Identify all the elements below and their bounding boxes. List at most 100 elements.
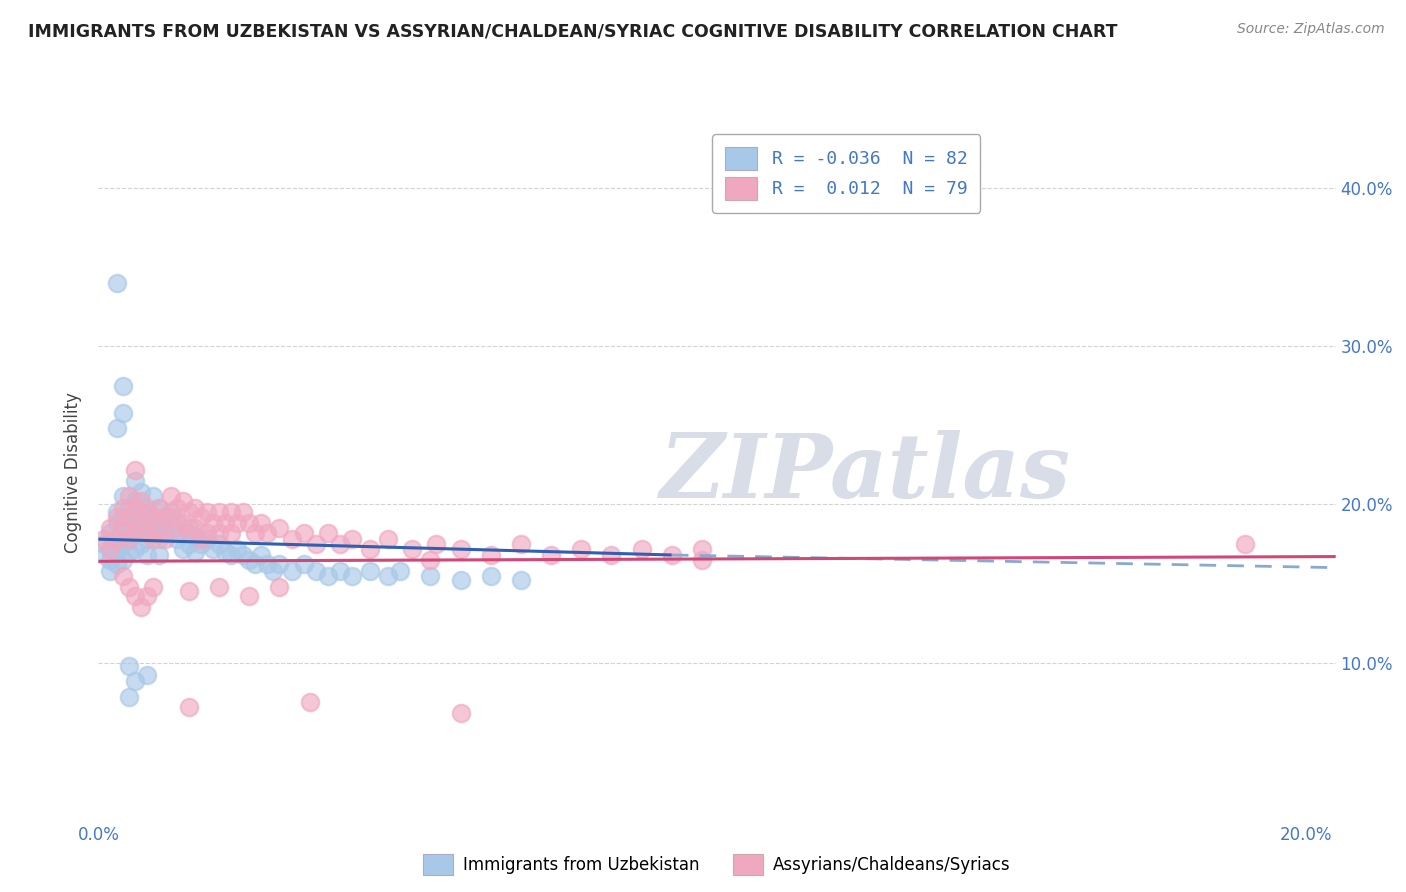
Point <box>117 532 139 546</box>
Point <box>105 532 128 546</box>
Point <box>117 510 139 524</box>
Point <box>135 532 157 546</box>
Text: IMMIGRANTS FROM UZBEKISTAN VS ASSYRIAN/CHALDEAN/SYRIAC COGNITIVE DISABILITY CORR: IMMIGRANTS FROM UZBEKISTAN VS ASSYRIAN/C… <box>28 22 1118 40</box>
Point <box>245 558 267 572</box>
Point <box>177 525 200 540</box>
Point <box>401 541 423 556</box>
Point <box>135 500 157 515</box>
Point <box>305 537 328 551</box>
Point <box>177 521 200 535</box>
Point <box>100 564 122 578</box>
Point <box>124 589 146 603</box>
Point <box>195 505 218 519</box>
Point <box>124 500 146 515</box>
Point <box>238 589 260 603</box>
Point <box>316 525 339 540</box>
Point <box>124 510 146 524</box>
Point <box>298 695 321 709</box>
Point <box>450 706 472 720</box>
Point <box>148 532 170 546</box>
Point <box>111 525 134 540</box>
Point <box>153 532 176 546</box>
Point <box>195 532 218 546</box>
Point <box>153 510 176 524</box>
Point <box>172 516 194 531</box>
Point <box>117 532 139 546</box>
Point <box>292 525 315 540</box>
Point <box>450 574 472 588</box>
Point <box>509 574 531 588</box>
Point <box>105 545 128 559</box>
Point <box>202 541 225 556</box>
Point <box>129 516 152 531</box>
Point <box>208 537 231 551</box>
Point <box>142 580 165 594</box>
Point <box>425 537 447 551</box>
Point <box>135 516 157 531</box>
Point <box>340 568 363 582</box>
Point <box>100 521 122 535</box>
Point <box>111 568 134 582</box>
Point <box>153 510 176 524</box>
Point <box>166 516 188 531</box>
Point <box>142 510 165 524</box>
Point <box>269 580 291 594</box>
Point <box>305 564 328 578</box>
Point <box>160 505 183 519</box>
Point <box>190 510 212 524</box>
Point <box>148 500 170 515</box>
Point <box>540 548 562 562</box>
Point <box>117 500 139 515</box>
Point <box>135 525 157 540</box>
Point <box>148 548 170 562</box>
Point <box>100 541 122 556</box>
Point <box>172 541 194 556</box>
Point <box>630 541 652 556</box>
Point <box>135 548 157 562</box>
Point <box>219 548 242 562</box>
Point <box>129 600 152 615</box>
Point <box>238 552 260 567</box>
Point <box>124 541 146 556</box>
Point <box>105 532 128 546</box>
Point <box>142 525 165 540</box>
Point <box>172 494 194 508</box>
Point <box>117 690 139 705</box>
Point <box>600 548 623 562</box>
Point <box>148 500 170 515</box>
Point <box>190 537 212 551</box>
Point <box>250 516 273 531</box>
Point <box>226 516 249 531</box>
Point <box>226 541 249 556</box>
Point <box>124 474 146 488</box>
Point <box>208 580 231 594</box>
Point <box>256 558 278 572</box>
Point <box>250 548 273 562</box>
Point <box>262 564 284 578</box>
Point <box>105 510 128 524</box>
Point <box>219 525 242 540</box>
Point <box>280 532 302 546</box>
Point <box>208 525 231 540</box>
Point <box>359 541 381 556</box>
Point <box>129 505 152 519</box>
Point <box>269 558 291 572</box>
Point <box>105 558 128 572</box>
Point <box>100 541 122 556</box>
Point <box>135 668 157 682</box>
Point <box>232 505 254 519</box>
Point <box>111 500 134 515</box>
Point <box>316 568 339 582</box>
Point <box>111 378 134 392</box>
Point <box>142 510 165 524</box>
Point <box>148 516 170 531</box>
Y-axis label: Cognitive Disability: Cognitive Disability <box>65 392 83 553</box>
Point <box>190 532 212 546</box>
Point <box>1234 537 1257 551</box>
Point <box>160 490 183 504</box>
Point <box>166 532 188 546</box>
Point <box>479 568 502 582</box>
Point <box>129 484 152 499</box>
Point <box>292 558 315 572</box>
Point <box>232 548 254 562</box>
